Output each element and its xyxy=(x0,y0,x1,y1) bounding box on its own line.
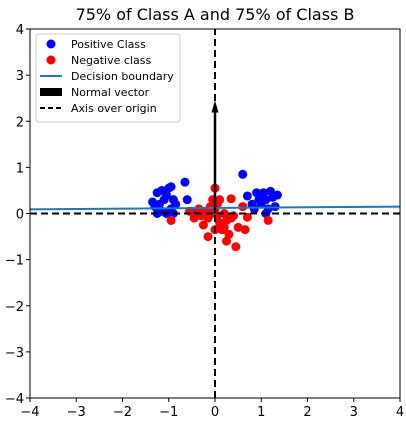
legend-box xyxy=(35,33,181,123)
y-tick-label: −4 xyxy=(5,392,24,407)
legend-label: Axis over origin xyxy=(71,102,157,115)
x-tick-label: 1 xyxy=(257,405,265,420)
y-tick-label: 1 xyxy=(16,161,24,176)
y-tick-label: −3 xyxy=(5,346,24,361)
legend: Positive Class Negative class Decision bou… xyxy=(35,33,181,123)
data-point xyxy=(242,212,252,222)
data-point xyxy=(261,195,271,205)
legend-label: Negative class xyxy=(71,54,151,67)
y-tick-label: 3 xyxy=(16,69,24,84)
x-tick-label: 3 xyxy=(350,405,358,420)
legend-marker xyxy=(46,55,56,65)
plot-area xyxy=(30,29,400,398)
x-tick-label: −1 xyxy=(159,405,178,420)
axis-ticks: −4 −3 −2 −1 0 1 2 3 4 −4 −3 −2 −1 0 1 2 3 4 xyxy=(5,23,404,420)
data-point xyxy=(263,215,273,225)
data-point xyxy=(222,236,232,246)
data-point xyxy=(259,188,269,198)
data-point xyxy=(189,213,199,223)
data-point xyxy=(166,215,176,225)
legend-marker xyxy=(46,39,56,49)
data-point xyxy=(224,229,234,239)
data-point xyxy=(231,242,241,252)
data-point xyxy=(161,190,171,200)
y-tick-label: 4 xyxy=(16,23,24,38)
normal-vector-arrow xyxy=(211,100,219,214)
data-point xyxy=(166,182,176,192)
data-point xyxy=(252,188,262,198)
data-point xyxy=(198,220,208,230)
y-tick-label: −2 xyxy=(5,300,24,315)
data-point xyxy=(238,169,248,179)
legend-entry: Normal vector xyxy=(40,86,150,99)
data-point xyxy=(233,222,243,232)
legend-label: Decision boundary xyxy=(71,70,174,83)
data-point xyxy=(215,195,225,205)
x-tick-label: 0 xyxy=(211,405,219,420)
data-point xyxy=(272,190,282,200)
legend-label: Positive Class xyxy=(71,38,146,51)
data-point xyxy=(203,232,213,242)
x-tick-label: −2 xyxy=(113,405,132,420)
x-tick-label: 2 xyxy=(303,405,311,420)
x-tick-label: 4 xyxy=(396,405,404,420)
data-point xyxy=(226,194,236,204)
chart-title: 75% of Class A and 75% of Class B xyxy=(76,5,355,24)
data-point xyxy=(219,209,229,218)
legend-label: Normal vector xyxy=(71,86,150,99)
data-point xyxy=(205,202,215,212)
normal-vector-head xyxy=(211,100,219,113)
legend-entry: Axis over origin xyxy=(40,102,157,115)
data-point xyxy=(182,195,192,205)
y-tick-label: 0 xyxy=(16,208,24,223)
y-tick-label: 2 xyxy=(16,115,24,130)
data-point xyxy=(180,177,190,187)
x-tick-label: −3 xyxy=(67,405,86,420)
data-point xyxy=(219,222,229,232)
x-tick-label: −4 xyxy=(20,405,39,420)
y-tick-label: −1 xyxy=(5,254,24,269)
data-point xyxy=(242,191,252,201)
legend-entry: Positive Class xyxy=(46,38,146,51)
data-point xyxy=(238,202,248,212)
data-point xyxy=(240,225,250,235)
legend-entry: Decision boundary xyxy=(40,70,174,83)
legend-patch xyxy=(40,88,62,96)
data-point xyxy=(249,204,259,214)
legend-entry: Negative class xyxy=(46,54,151,67)
